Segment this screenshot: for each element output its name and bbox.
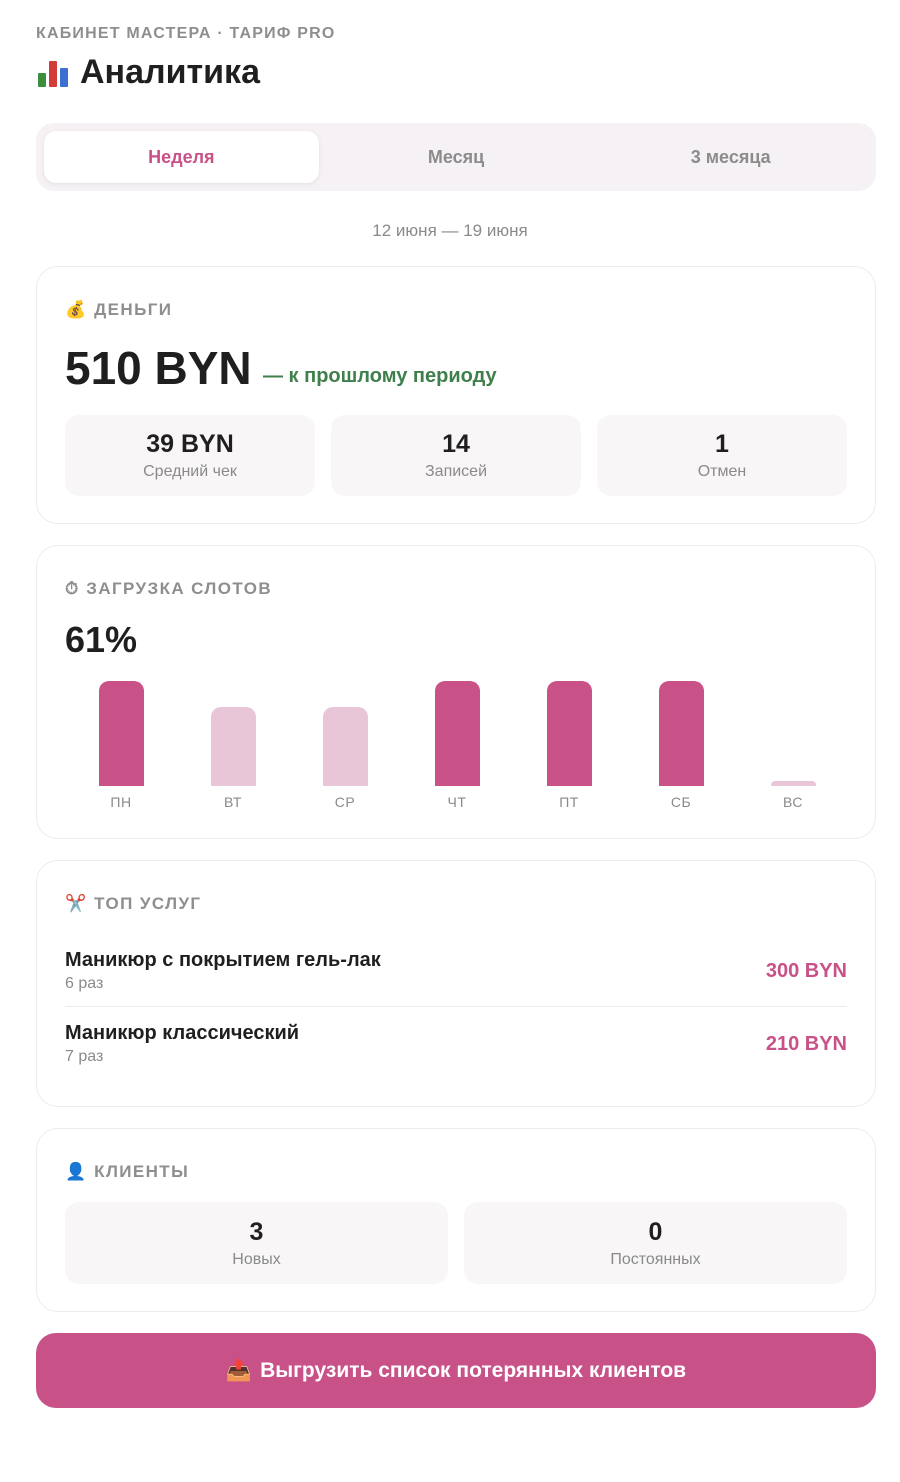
day-label: ВТ xyxy=(224,794,242,810)
day-label: СБ xyxy=(670,794,692,810)
service-name: Маникюр с покрытием гель-лак xyxy=(65,949,381,971)
service-name: Маникюр классический xyxy=(65,1022,300,1044)
clients-heading: 👤 КЛИЕНТЫ xyxy=(65,1162,189,1182)
top-services-heading-text: ТОП УСЛУГ xyxy=(94,894,202,913)
page-title-text: Аналитика xyxy=(80,53,260,91)
stat-value: 14 xyxy=(442,430,470,458)
day-label: СР xyxy=(334,794,356,810)
page-eyebrow: КАБИНЕТ МАСТЕРА · ТАРИФ PRO xyxy=(36,25,336,42)
slots-heading-text: ЗАГРУЗКА СЛОТОВ xyxy=(86,579,273,598)
stat-label: Постоянных xyxy=(610,1250,701,1268)
stat-cancellations: 1 Отмен xyxy=(597,415,847,496)
period-range: 12 июня — 19 июня xyxy=(372,221,528,240)
slot-bar-1 xyxy=(210,707,256,786)
money-card: 💰 ДЕНЬГИ 510 BYN — к прошлому периоду 39… xyxy=(36,266,876,524)
stat-label: Записей xyxy=(425,463,487,480)
stat-value: 3 xyxy=(249,1217,264,1246)
scissors-icon: ✂️ xyxy=(65,894,87,913)
top-services-heading: ✂️ ТОП УСЛУГ xyxy=(65,894,201,914)
list-item: Маникюр с покрытием гель-лак 6 раз 300 B… xyxy=(65,936,847,1006)
slot-bar-6 xyxy=(770,781,816,786)
service-sum: 210 BYN xyxy=(765,1032,847,1055)
stat-label: Средний чек xyxy=(143,463,237,480)
stat-regular-clients: 0 Постоянных xyxy=(464,1202,847,1284)
divider xyxy=(65,1006,847,1007)
export-lost-clients-button[interactable]: 📤 Выгрузить список потерянных клиентов xyxy=(36,1333,876,1408)
stat-bookings: 14 Записей xyxy=(331,415,581,496)
slot-bar-5 xyxy=(658,681,704,786)
slots-card: ⏱ ЗАГРУЗКА СЛОТОВ 61% ПН ВТ СР ЧТ ПТ СБ ВС xyxy=(36,545,876,839)
service-sum: 300 BYN xyxy=(765,959,847,982)
period-tabs: Неделя Месяц 3 месяца xyxy=(36,123,876,191)
export-button-label: Выгрузить список потерянных клиентов xyxy=(260,1358,687,1382)
stat-label: Новых xyxy=(232,1250,281,1268)
slots-heading: ⏱ ЗАГРУЗКА СЛОТОВ xyxy=(65,579,272,599)
money-delta: — к прошлому периоду xyxy=(263,365,497,387)
slots-percent: 61% xyxy=(65,619,138,660)
stat-value: 0 xyxy=(648,1217,663,1246)
money-stats: 39 BYN Средний чек 14 Записей 1 Отмен xyxy=(65,415,847,496)
money-heading: 💰 ДЕНЬГИ xyxy=(65,300,172,320)
page-title: Аналитика xyxy=(36,53,260,92)
clients-card: 👤 КЛИЕНТЫ 3 Новых 0 Постоянных xyxy=(36,1128,876,1312)
money-heading-text: ДЕНЬГИ xyxy=(94,300,173,319)
tab-month[interactable]: Месяц xyxy=(427,146,485,167)
slot-bar-3 xyxy=(434,681,480,786)
day-label: ВС xyxy=(783,794,803,810)
stat-average-check: 39 BYN Средний чек xyxy=(65,415,315,496)
stat-value: 39 BYN xyxy=(146,430,234,458)
service-count: 7 раз xyxy=(65,1048,104,1065)
slot-bar-2 xyxy=(322,707,368,786)
clients-stats: 3 Новых 0 Постоянных xyxy=(65,1202,847,1284)
day-label: ЧТ xyxy=(447,794,467,810)
slot-bar-0 xyxy=(98,681,144,786)
money-total: 510 BYN xyxy=(65,342,252,394)
bar-chart-icon xyxy=(36,56,70,90)
slots-day-labels: ПН ВТ СР ЧТ ПТ СБ ВС xyxy=(65,794,849,814)
day-label: ПТ xyxy=(559,794,579,810)
slots-bar-chart xyxy=(65,666,849,786)
slot-bar-4 xyxy=(546,681,592,786)
stat-value: 1 xyxy=(715,430,729,458)
tab-week[interactable]: Неделя xyxy=(44,131,319,183)
stopwatch-icon: ⏱ xyxy=(65,579,79,598)
person-icon: 👤 xyxy=(65,1162,87,1181)
service-count: 6 раз xyxy=(65,975,104,992)
outbox-icon: 📤 xyxy=(225,1358,253,1382)
tab-3-months[interactable]: 3 месяца xyxy=(690,146,771,167)
day-label: ПН xyxy=(110,794,132,810)
clients-heading-text: КЛИЕНТЫ xyxy=(94,1162,190,1181)
stat-new-clients: 3 Новых xyxy=(65,1202,448,1284)
money-bag-icon: 💰 xyxy=(65,300,87,319)
stat-label: Отмен xyxy=(697,463,747,480)
list-item: Маникюр классический 7 раз 210 BYN xyxy=(65,1009,847,1079)
top-services-card: ✂️ ТОП УСЛУГ Маникюр с покрытием гель-ла… xyxy=(36,860,876,1107)
